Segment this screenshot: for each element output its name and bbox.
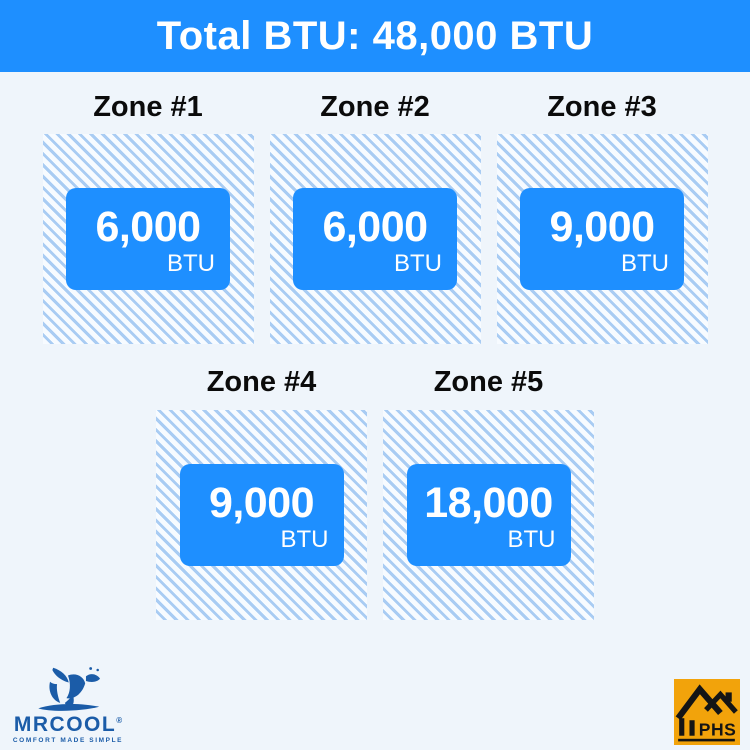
zone-3-btu-card: 9,000 BTU: [520, 188, 684, 291]
zone-1-btu-value: 6,000: [95, 203, 201, 252]
zones-row-2: Zone #4 9,000 BTU Zone #5 18,000 BTU: [0, 364, 750, 620]
zone-4-title: Zone #4: [206, 366, 317, 399]
zone-2-hatched-area: 6,000 BTU: [269, 134, 481, 345]
zone-4-btu-unit: BTU: [280, 525, 329, 553]
zone-3-title: Zone #3: [547, 91, 657, 123]
total-btu-banner: Total BTU: 48,000 BTU: [0, 0, 750, 72]
zone-3-hatched-area: 9,000 BTU: [496, 134, 708, 345]
zone-4-btu-value: 9,000: [208, 478, 315, 527]
total-btu-title: Total BTU: 48,000 BTU: [156, 13, 594, 58]
zone-3-btu-value: 9,000: [549, 203, 655, 252]
zone-2-btu-unit: BTU: [394, 250, 442, 278]
mrcool-polar-bear-icon: [38, 667, 101, 711]
zone-2: Zone #2 6,000 BTU: [269, 89, 481, 345]
mrcool-tagline: COMFORT MADE SIMPLE: [12, 737, 124, 744]
zones-row-1: Zone #1 6,000 BTU Zone #2 6,000 BTU Zone…: [0, 89, 750, 345]
zone-1: Zone #1 6,000 BTU: [42, 89, 254, 345]
zone-5-btu-value: 18,000: [424, 478, 553, 527]
zone-5-btu-card: 18,000 BTU: [406, 463, 571, 566]
zone-5: Zone #5 18,000 BTU: [383, 364, 594, 620]
zone-2-btu-value: 6,000: [322, 203, 428, 252]
zone-2-btu-card: 6,000 BTU: [293, 188, 457, 291]
footer: MRCOOL® COMFORT MADE SIMPLE PHS: [0, 640, 750, 750]
zone-1-title: Zone #1: [93, 91, 203, 123]
zone-3: Zone #3 9,000 BTU: [496, 89, 708, 345]
zone-4: Zone #4 9,000 BTU: [156, 364, 367, 620]
registered-trademark-symbol: ®: [116, 716, 123, 725]
mrcool-wordmark-text: MRCOOL: [13, 713, 117, 736]
phs-house-logo-icon: PHS: [674, 679, 740, 745]
zone-4-hatched-area: 9,000 BTU: [156, 409, 367, 620]
mrcool-logo: MRCOOL® COMFORT MADE SIMPLE: [10, 663, 126, 744]
zone-1-btu-unit: BTU: [167, 250, 215, 278]
mrcool-wordmark: MRCOOL®: [10, 714, 126, 735]
zone-5-hatched-area: 18,000 BTU: [383, 409, 594, 620]
zone-4-btu-card: 9,000 BTU: [179, 463, 344, 566]
zone-5-title: Zone #5: [433, 366, 544, 399]
zone-5-btu-unit: BTU: [507, 525, 556, 553]
zone-1-btu-card: 6,000 BTU: [66, 188, 230, 291]
zone-3-btu-unit: BTU: [621, 250, 669, 278]
zone-1-hatched-area: 6,000 BTU: [42, 134, 254, 345]
phs-label: PHS: [699, 720, 737, 740]
zone-2-title: Zone #2: [320, 91, 430, 123]
